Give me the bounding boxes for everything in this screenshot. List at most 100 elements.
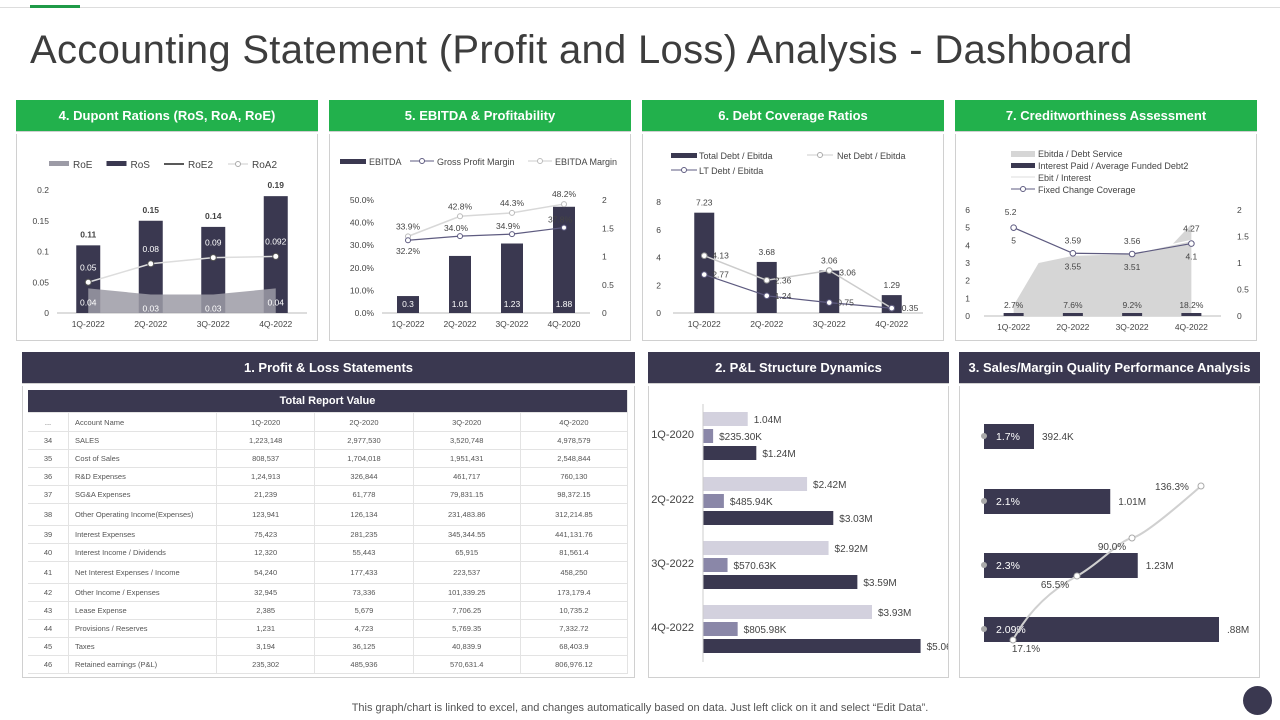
pl-cell: Other Income / Expenses [68,583,217,602]
ebitda-xtick: 1Q-2022 [391,319,424,329]
dupont-xtick: 4Q-2022 [259,319,292,329]
structure-bar-label: $805.98K [744,625,787,636]
debt-net-label: 3.06 [839,268,856,278]
ebitda-chart[interactable]: 0.0% 10.0% 20.0% 30.0% 40.0% 50.0% 0 0.5 1 1.5 2 1Q… [330,148,630,338]
sales-chart[interactable]: 1.7% 392.4K 2.1% 1.01M 2.3% 1.23M 2.09% .88M 17.… [960,390,1259,676]
credit-interest-label: 2.7% [1004,300,1024,310]
sales-header: 3. Sales/Margin Quality Performance Anal… [959,352,1260,386]
debt-total-bar [819,270,840,313]
structure-bar [703,605,872,619]
pl-table: Total Report Value ... Account Name 1Q-202… [28,390,629,674]
credit-fcc-label: 4.1 [1185,252,1197,262]
ebitda-legend-label: EBITDA [369,157,402,167]
pl-cell: Lease Expense [68,601,217,620]
ebitda-bar-label: 0.3 [402,299,414,309]
pl-cell: 1,704,018 [314,449,414,468]
dupont-roa2-point [84,278,92,286]
structure-bar [703,511,834,525]
dupont-roa2-label: 0.05 [80,262,97,272]
credit-interest-label: 9.2% [1122,300,1142,310]
sales-bar [984,617,1219,642]
ebitda-ytick-left: 0.0% [355,308,375,318]
pl-cell: 44 [28,619,69,638]
ebitda-legend-label: EBITDA Margin [555,157,617,167]
debt-net-point [763,276,771,284]
sales-margin-point [1009,636,1017,644]
legend-swatch-net-dot [817,152,823,158]
debt-legend-label: Net Debt / Ebitda [837,151,906,161]
debt-lt-line [704,273,892,309]
credit-interest-bar [1181,313,1202,316]
pl-cell: 570,631.4 [413,655,521,674]
pl-table-row: 46 Retained earnings (P&L) 235,302 485,936 5… [28,655,629,674]
pl-cell: 4,723 [314,619,414,638]
debt-ytick: 2 [656,280,661,290]
pl-column-header: 1Q-2020 [216,412,316,432]
sales-value-label: 1.23M [1146,561,1174,572]
sales-quality-label: 2.1% [996,496,1020,508]
debt-xtick: 4Q-2022 [875,319,908,329]
debt-net-label: 2.36 [775,275,792,285]
pl-cell: 54,240 [216,561,316,584]
pl-cell: 45 [28,637,69,656]
pl-cell: Retained earnings (P&L) [68,655,217,674]
structure-bar-label: 1.04M [754,415,782,426]
structure-bar [703,575,858,589]
debt-lt-point [763,292,771,300]
pl-cell: 126,134 [314,503,414,526]
pl-cell: 55,443 [314,543,414,562]
sales-quality-label: 1.7% [996,431,1020,443]
ebitda-gpm-label: 34.0% [444,223,469,233]
pl-cell: 1,24,913 [216,467,316,486]
structure-bar-label: $1.24M [762,449,795,460]
structure-bar-label: $3.93M [878,608,911,619]
debt-total-label: 7.23 [696,198,713,208]
pl-cell: 79,831.15 [413,485,521,504]
pl-table-row: 36 R&D Expenses 1,24,913 326,844 461,717 760,… [28,467,629,486]
credit-xtick: 4Q-2022 [1175,322,1208,332]
pl-cell: 32,945 [216,583,316,602]
debt-chart[interactable]: 0 2 4 6 8 1Q-2022 2Q-2022 3Q-2022 4Q-2022 7.23 3.6… [643,142,943,338]
credit-ebit-label: 3.59 [1065,236,1082,246]
dupont-roe-area [88,288,276,313]
credit-ytick-left: 2 [965,276,970,286]
pl-cell: 177,433 [314,561,414,584]
debt-xtick: 3Q-2022 [813,319,846,329]
ebitda-margin-label: 42.8% [448,201,473,211]
pl-table-row: 38 Other Operating Income(Expenses) 123,94… [28,503,629,526]
credit-ytick-right: 1 [1237,258,1242,268]
structure-chart[interactable]: 1Q-2020 1.04M $235.30K$1.24M 2Q-2022 $2.42M $… [649,390,948,676]
debt-ytick: 8 [656,197,661,207]
ebitda-gpm-point [405,237,411,244]
ebitda-xtick: 4Q-2020 [547,319,580,329]
ebitda-gpm-point [509,231,515,238]
pl-cell: SG&A Expenses [68,485,217,504]
ebitda-bar-label: 1.88 [556,299,573,309]
top-divider [0,7,1280,8]
sales-bar-marker [981,498,987,504]
structure-panel [648,383,949,678]
pl-table-row: 35 Cost of Sales 808,537 1,704,018 1,951,431… [28,449,629,468]
credit-chart[interactable]: 0 1 2 3 4 5 6 0 0.5 1 1.5 2 1Q-2022 2Q-2022 3Q-2022 4Q-… [956,142,1256,338]
structure-bar-label: $5.06M [927,642,948,653]
structure-bar-label: $485.94K [730,497,773,508]
debt-legend-label: LT Debt / Ebitda [699,166,763,176]
pl-cell: 40,839.9 [413,637,521,656]
pl-cell: 98,372.15 [520,485,629,504]
credit-ytick-right: 0 [1237,311,1242,321]
ebitda-ytick-right: 0.5 [602,280,614,290]
dupont-chart[interactable]: 0 0.05 0.1 0.15 0.2 1Q-2022 2Q-2022 3Q-2022 4Q-2… [17,148,317,338]
dupont-roa2-label: 0.092 [265,236,287,246]
pl-cell: 68,403.9 [520,637,629,656]
sales-margin-label: 136.3% [1155,482,1189,493]
ebitda-margin-label: 33.9% [396,221,421,231]
pl-table-row: 40 Interest Income / Dividends 12,320 55,44… [28,543,629,562]
pl-table-row: 45 Taxes 3,194 36,125 40,839.9 68,403.9 [28,637,629,656]
credit-ytick-left: 6 [965,205,970,215]
credit-legend-label: Ebit / Interest [1038,173,1092,183]
dupont-roa2-line [88,255,276,283]
ebitda-margin-label: 48.2% [552,189,577,199]
sales-margin-label: 65.5% [1041,580,1069,591]
structure-bar-label: $3.59M [863,578,896,589]
dupont-roa2-label: 0.08 [142,244,159,254]
